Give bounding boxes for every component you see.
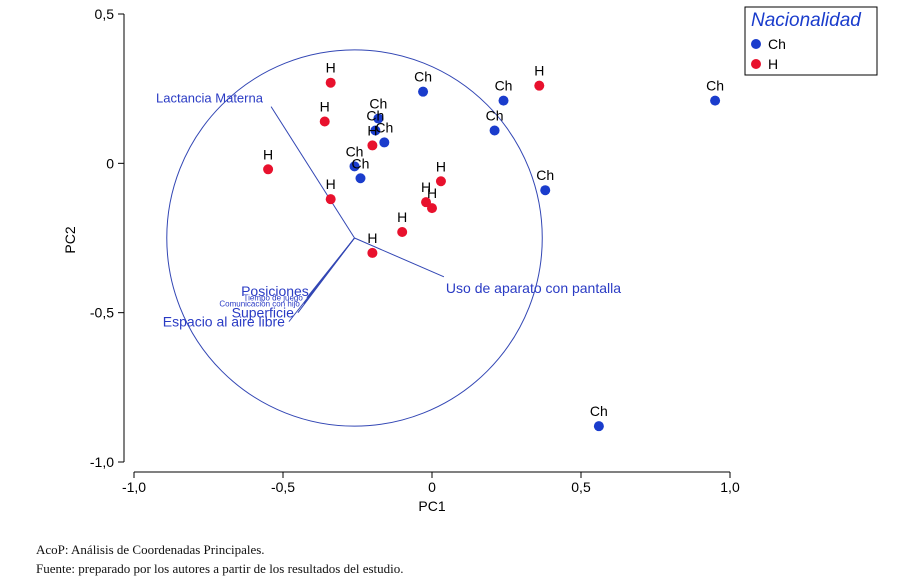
vector-lactancia-materna [270,106,355,239]
point-ch [349,161,360,172]
point-label: H [421,179,431,195]
point-ch [379,137,390,148]
point-label: Ch [366,107,384,123]
x-tick-label: -0,5 [271,479,295,495]
vector-label-uso-de-aparato-con-pantalla: Uso de aparato con pantalla [446,280,621,296]
point-h [325,194,336,205]
point-h [397,227,408,238]
point-label: H [367,230,377,246]
y-axis-title: PC2 [62,226,78,253]
point-label: Ch [375,119,393,135]
legend-label-h: H [768,56,778,72]
point-h [435,176,446,187]
point-ch [498,95,509,106]
x-tick-label: -1,0 [122,479,146,495]
point-ch [370,125,381,136]
legend: Nacionalidad Ch H [744,6,878,76]
y-tick-label: 0,5 [95,6,115,22]
point-label: Ch [706,78,724,94]
point-label: H [320,99,330,115]
legend-label-ch: Ch [768,36,786,52]
x-axis-title: PC1 [418,498,445,514]
point-h [263,164,274,175]
point-label: Ch [486,107,504,123]
vector-espacio-al-aire-libre [288,237,355,322]
point-label: Ch [536,167,554,183]
legend-title: Nacionalidad [751,10,862,31]
point-label: H [326,60,336,76]
vector-label-lactancia-materna: Lactancia Materna [156,91,264,106]
point-ch [373,113,384,124]
caption-acronym: AcoP: Análisis de Coordenadas Principale… [36,542,265,557]
point-ch [489,125,500,136]
point-label: H [263,146,273,162]
legend-marker-ch [751,39,761,49]
point-h [319,116,330,127]
vector-label-tiempo-de-juego: Tiempo de juego [244,294,304,303]
point-h [427,203,437,214]
point-ch [418,86,429,97]
point-label: H [367,122,377,138]
point-ch [355,173,366,184]
point-ch [593,421,604,432]
point-label: Ch [346,143,364,159]
pcoa-biplot: Lactancia Materna Uso de aparato con pant… [62,6,878,514]
point-label: H [326,176,336,192]
x-tick-label: 0 [428,479,436,495]
point-ch [710,95,721,106]
point-h [325,77,336,88]
correlation-circle [166,49,543,427]
x-tick-label: 1,0 [720,479,740,495]
point-label: H [436,158,446,174]
legend-box [744,6,878,76]
point-label: Ch [352,155,370,171]
vector-label-superficie: Superficie [232,305,294,321]
x-tick-label: 0,5 [571,479,591,495]
point-label: Ch [414,69,432,85]
point-label: Ch [369,96,387,112]
vector-label-comunicacion-con-hijo: Comunicación con hijo [219,300,300,309]
y-tick-label: -0,5 [90,305,114,321]
point-label: H [397,209,407,225]
point-label: H [427,185,437,201]
point-ch [540,185,551,196]
point-label: Ch [590,403,608,419]
point-h [534,80,545,91]
point-label: Ch [495,78,513,94]
point-h [367,140,378,151]
y-tick-label: -1,0 [90,454,114,470]
point-label: H [534,63,544,79]
legend-marker-h [751,59,761,69]
vector-uso-de-aparato-con-pantalla [354,237,445,278]
y-tick-label: 0 [106,155,114,171]
vector-label-espacio-al-aire-libre: Espacio al aire libre [163,314,285,330]
point-h [367,247,378,258]
caption-source: Fuente: preparado por los autores a part… [36,561,404,576]
vector-label-posiciones: Posiciones [241,283,309,299]
